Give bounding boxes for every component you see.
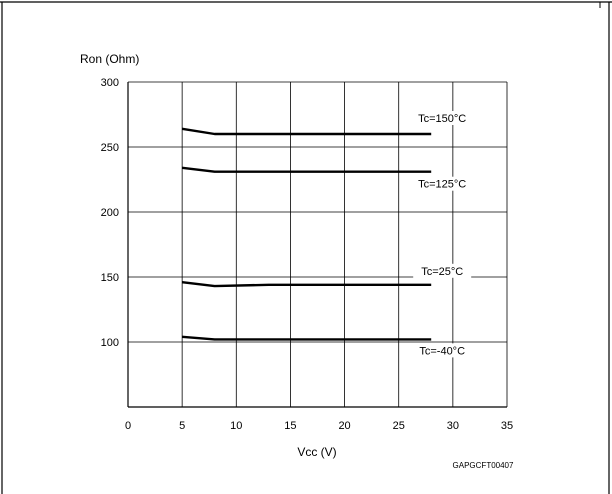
series-label: Tc=150°C (418, 113, 466, 125)
x-tick-label: 10 (230, 420, 242, 432)
x-axis-label: Vcc (V) (297, 445, 336, 459)
y-tick-label: 150 (101, 272, 119, 284)
x-tick-label: 20 (338, 420, 350, 432)
x-tick-label: 5 (179, 420, 185, 432)
plot-area: 0 5 10 15 20 25 30 35 100 150 200 250 300 Tc=150°C Tc=… (101, 77, 513, 432)
series-label-bg (413, 263, 472, 278)
series-label: Tc=125°C (418, 179, 466, 191)
series-label: Tc=-40°C (419, 345, 465, 357)
x-tick-label: 35 (501, 420, 513, 432)
y-axis-label: Ron (Ohm) (80, 52, 139, 66)
y-tick-label: 300 (101, 77, 119, 89)
x-tick-label: 25 (393, 420, 405, 432)
y-tick-label: 200 (101, 207, 119, 219)
series-label-bg (413, 111, 472, 125)
series-label: Tc=25°C (421, 266, 463, 278)
series-label-bg (413, 343, 472, 358)
y-tick-label: 250 (101, 142, 119, 154)
x-tick-label: 0 (125, 420, 131, 432)
series-line (182, 335, 432, 341)
y-tick-label: 100 (101, 337, 119, 349)
figure-code: GAPGCFT00407 (453, 461, 514, 470)
series-label-bg (413, 176, 472, 191)
x-tick-label: 15 (284, 420, 296, 432)
series-line (181, 127, 432, 136)
x-tick-label: 30 (447, 420, 459, 432)
series-line (181, 281, 432, 288)
series-line (181, 166, 432, 173)
